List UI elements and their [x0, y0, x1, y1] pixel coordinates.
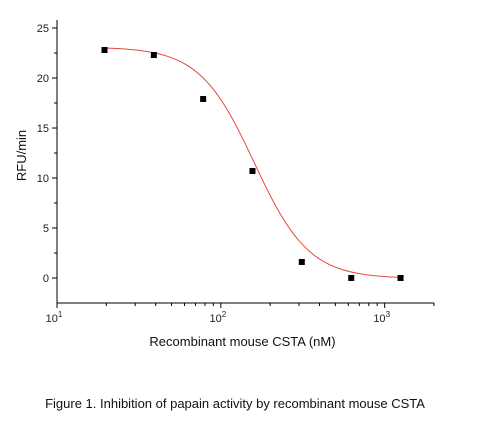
y-tick-label: 20 [37, 73, 49, 85]
data-point [397, 275, 404, 281]
fit-curve [104, 47, 401, 278]
y-tick-label: 15 [37, 123, 49, 135]
data-point [249, 168, 256, 174]
x-tick-label: 101 [46, 310, 63, 325]
data-point [150, 52, 157, 58]
axes [56, 20, 434, 304]
y-tick-label: 5 [43, 223, 49, 235]
y-tick-label: 25 [37, 23, 49, 35]
x-ticks: 101 102 103 [46, 303, 435, 325]
data-point [348, 275, 355, 281]
y-tick-label: 0 [43, 273, 49, 285]
y-axis-title: RFU/min [14, 130, 29, 181]
data-points [101, 47, 404, 281]
x-axis-title: Recombinant mouse CSTA (nM) [149, 334, 335, 349]
y-ticks: 0 5 10 15 20 25 [37, 23, 57, 285]
data-point [298, 259, 305, 265]
x-tick-label: 102 [209, 310, 226, 325]
data-point [200, 96, 207, 102]
figure-caption: Figure 1. Inhibition of papain activity … [45, 396, 425, 411]
data-point [101, 47, 108, 53]
x-tick-label: 103 [373, 310, 390, 325]
y-tick-label: 10 [37, 173, 49, 185]
